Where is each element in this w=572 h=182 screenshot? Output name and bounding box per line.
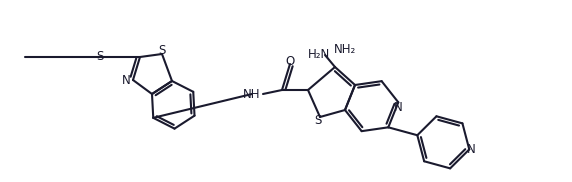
Text: S: S (314, 114, 321, 126)
Text: O: O (285, 54, 295, 68)
Text: N: N (122, 74, 130, 86)
Text: NH₂: NH₂ (334, 43, 356, 56)
Text: H₂N: H₂N (308, 48, 330, 60)
Text: N: N (394, 101, 403, 114)
Text: S: S (158, 43, 166, 56)
Text: NH: NH (243, 88, 261, 100)
Text: S: S (96, 50, 104, 63)
Text: N: N (467, 143, 476, 156)
